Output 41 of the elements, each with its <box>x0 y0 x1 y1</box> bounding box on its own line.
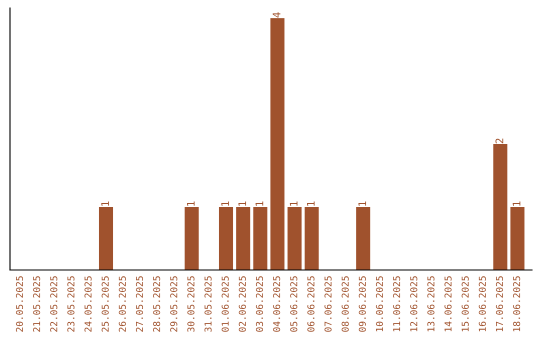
x-tick-label: 07.06.2025 <box>324 276 332 332</box>
x-tick-label: 01.06.2025 <box>222 276 229 332</box>
x-tick-label: 09.06.2025 <box>358 276 366 332</box>
x-tick-label: 03.06.2025 <box>256 276 264 332</box>
x-tick-label: 15.06.2025 <box>462 276 469 332</box>
x-tick-label: 08.06.2025 <box>342 276 349 332</box>
data-label: 1 <box>358 201 366 206</box>
x-tick-label: 28.05.2025 <box>153 276 160 332</box>
data-label: 1 <box>101 201 109 206</box>
x-tick-label: 06.06.2025 <box>307 276 314 332</box>
x-tick-label: 24.05.2025 <box>84 276 92 332</box>
x-tick-label: 02.06.2025 <box>238 276 246 332</box>
x-tick-label: 21.05.2025 <box>33 276 40 332</box>
data-label: 1 <box>512 201 520 206</box>
x-tick-label: 25.05.2025 <box>102 276 109 332</box>
x-tick-label: 27.05.2025 <box>136 276 144 332</box>
x-tick-label: 11.06.2025 <box>393 276 400 332</box>
x-tick-label: 12.06.2025 <box>410 276 418 332</box>
x-tick-label: 10.06.2025 <box>376 276 384 332</box>
x-tick-label: 18.06.2025 <box>513 276 520 332</box>
data-label: 1 <box>290 201 298 206</box>
x-tick-label: 31.05.2025 <box>204 276 212 332</box>
data-label: 1 <box>256 201 264 206</box>
x-tick-label: 13.06.2025 <box>427 276 434 332</box>
data-label: 1 <box>187 201 195 206</box>
data-label: 1 <box>238 201 246 206</box>
x-tick-label: 20.05.2025 <box>16 276 24 332</box>
x-tick-label: 04.06.2025 <box>273 276 280 332</box>
data-label: 4 <box>272 12 280 18</box>
data-label: 1 <box>307 201 315 206</box>
data-label: 1 <box>221 201 229 206</box>
data-label: 2 <box>495 138 504 144</box>
x-tick-label: 23.05.2025 <box>67 276 74 332</box>
x-tick-label: 14.06.2025 <box>444 276 452 332</box>
x-tick-label: 05.06.2025 <box>290 276 298 332</box>
x-tick-label: 22.05.2025 <box>50 276 58 332</box>
x-tick-label: 30.05.2025 <box>187 276 194 332</box>
x-tick-label: 26.05.2025 <box>118 276 126 332</box>
x-tick-label: 16.06.2025 <box>478 276 486 332</box>
x-tick-label: 17.06.2025 <box>496 276 504 332</box>
x-tick-label: 29.05.2025 <box>170 276 178 332</box>
